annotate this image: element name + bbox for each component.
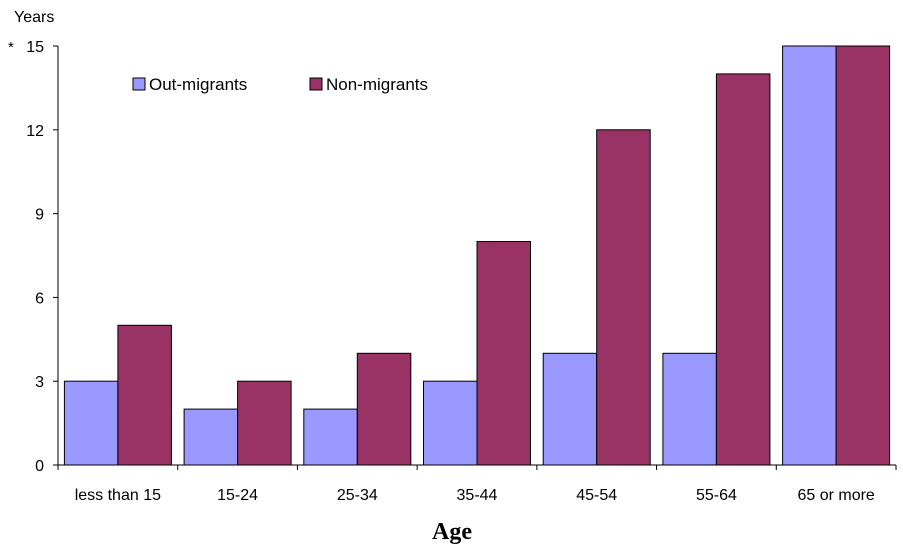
legend-label-out-migrants: Out-migrants [149, 75, 247, 94]
x-tick-label: less than 15 [75, 487, 161, 504]
legend-swatch-non-migrants [309, 77, 323, 91]
bar-non-migrants-6 [835, 45, 891, 466]
bars-group [63, 45, 891, 466]
x-tick-label: 65 or more [797, 487, 874, 504]
y-tick-label: 0 [35, 458, 44, 475]
bar-out-migrants-2 [303, 408, 358, 466]
legend-swatch-out-migrants [132, 77, 146, 91]
y-axis-top-marker: * [8, 39, 14, 56]
legend-label-non-migrants: Non-migrants [326, 75, 428, 94]
bar-non-migrants-0 [117, 324, 172, 466]
y-tick-label: 9 [35, 207, 44, 224]
x-tick-label: 15-24 [217, 487, 258, 504]
x-tick-label: 25-34 [337, 487, 378, 504]
y-axis-label: Years [14, 9, 54, 26]
y-tick-label: 3 [35, 374, 44, 391]
bar-non-migrants-2 [356, 352, 412, 466]
x-tick-label: 35-44 [457, 487, 498, 504]
y-tick-label: 6 [35, 290, 44, 307]
x-tick-label: 45-54 [576, 487, 617, 504]
y-ticks-group: 0 3 6 9 12 15 [26, 39, 58, 475]
x-axis-label: Age [432, 519, 472, 545]
bar-non-migrants-1 [237, 380, 292, 466]
bar-out-migrants-0 [63, 380, 119, 466]
x-ticks-group: less than 15 15-24 25-34 35-44 45-54 55-64 65 … [57, 465, 897, 504]
y-tick-label: 12 [26, 123, 44, 140]
y-tick-label: 15 [26, 39, 44, 56]
x-tick-label: 55-64 [696, 487, 737, 504]
bar-out-migrants-3 [423, 380, 478, 466]
bar-non-migrants-3 [476, 241, 531, 466]
bar-non-migrants-5 [715, 73, 771, 466]
bar-out-migrants-5 [662, 352, 717, 466]
bar-out-migrants-4 [542, 352, 598, 466]
bar-out-migrants-1 [183, 408, 239, 466]
legend: Out-migrants Non-migrants [132, 75, 428, 94]
bar-out-migrants-6 [782, 45, 837, 466]
bar-non-migrants-4 [596, 129, 651, 466]
axes-group [57, 46, 896, 466]
